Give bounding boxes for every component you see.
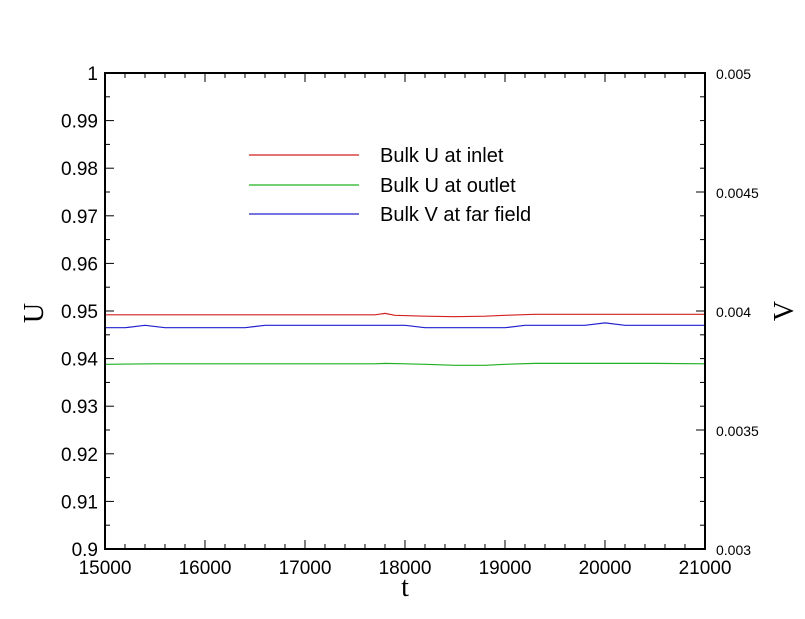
x-tick-label: 20000 — [579, 558, 632, 579]
y2-tick-label: 0.004 — [716, 304, 751, 320]
legend-label-1: Bulk U at inlet — [380, 145, 504, 167]
y-axis-title: U — [19, 303, 50, 323]
y2-axis-title: V — [769, 301, 800, 321]
y-tick-label: 0.91 — [61, 492, 98, 513]
y2-tick-label: 0.0045 — [716, 185, 759, 201]
y-tick-label: 0.94 — [61, 350, 98, 371]
y-tick-label: 0.98 — [61, 159, 98, 180]
x-tick-label: 21000 — [679, 558, 732, 579]
legend-label-3: Bulk V at far field — [380, 204, 531, 226]
series-line-1 — [105, 312, 705, 318]
y-tick-label: 0.9 — [72, 540, 98, 561]
y2-tick-label: 0.005 — [716, 66, 751, 82]
legend-label-2: Bulk U at outlet — [380, 175, 516, 197]
y-tick-label: 0.96 — [61, 254, 98, 275]
x-tick-label: 15000 — [79, 558, 132, 579]
x-tick-label: 18000 — [379, 558, 432, 579]
x-tick-label: 16000 — [179, 558, 232, 579]
series-layer — [104, 312, 706, 366]
ticks-layer: 15000 16000 17000 18000 19000 20000 21000 0.9 0.… — [61, 64, 759, 579]
y-tick-label: 0.93 — [61, 397, 98, 418]
series-line-3 — [105, 322, 705, 329]
y2-tick-label: 0.003 — [716, 542, 751, 558]
x-tick-label: 17000 — [279, 558, 332, 579]
y-tick-label: 0.99 — [61, 112, 98, 133]
y-tick-label: 0.95 — [61, 302, 98, 323]
y-tick-label: 0.92 — [61, 445, 98, 466]
series-line-2 — [104, 362, 706, 366]
y-tick-label: 0.97 — [61, 207, 98, 228]
y2-tick-label: 0.0035 — [716, 423, 759, 439]
x-axis-title: t — [401, 572, 409, 603]
legend: Bulk U at inlet Bulk U at outlet Bulk V at… — [249, 145, 531, 226]
y-tick-label: 1 — [87, 64, 98, 85]
x-tick-label: 19000 — [479, 558, 532, 579]
